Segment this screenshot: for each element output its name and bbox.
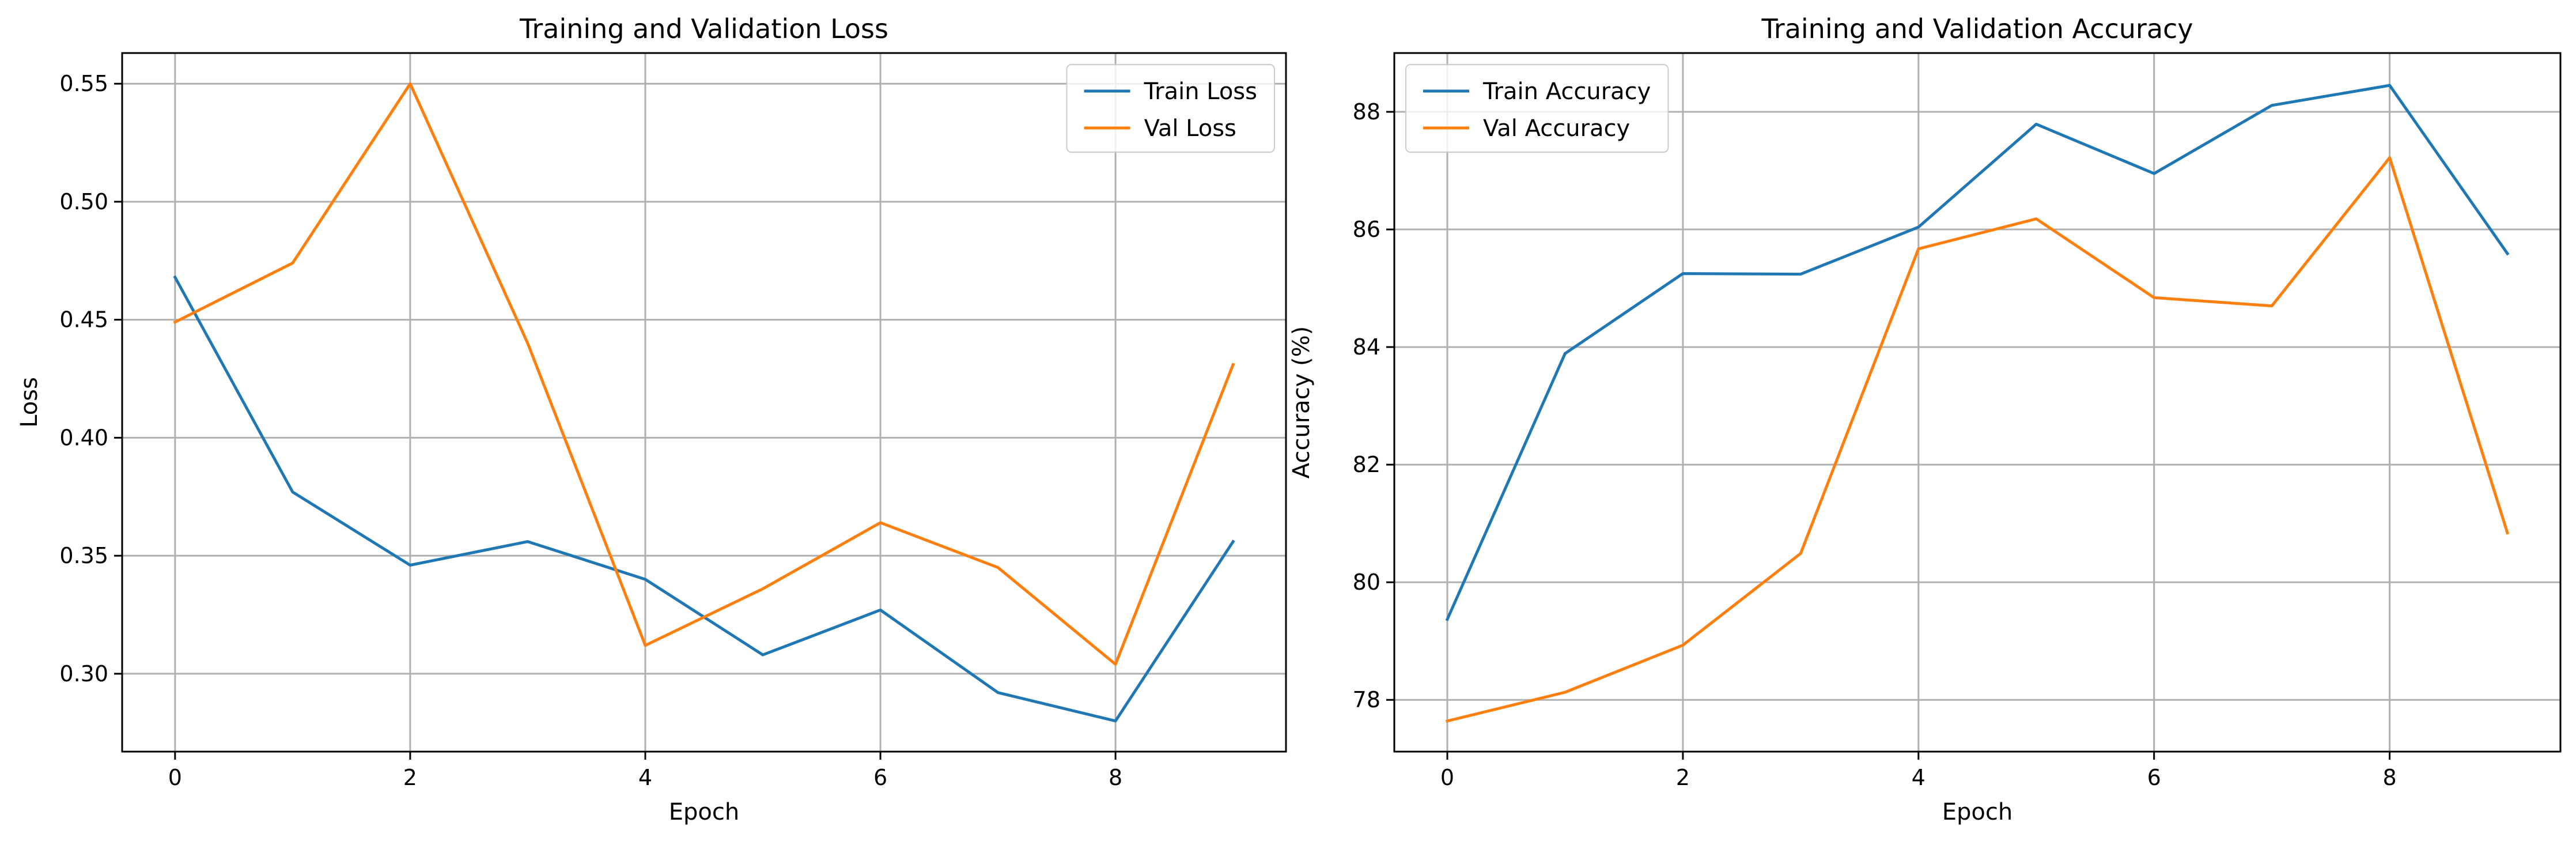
loss-legend-label-train: Train Loss [1144, 78, 1257, 105]
loss-x-tick-label: 8 [1109, 765, 1122, 790]
accuracy-chart: 0 2 4 6 8 78 80 82 84 86 88 Training and Validatio… [1288, 13, 2562, 825]
loss-legend-label-val: Val Loss [1144, 115, 1236, 142]
loss-y-tick-label: 0.50 [59, 189, 108, 214]
accuracy-x-tick-label: 0 [1440, 765, 1454, 790]
loss-x-axis-label: Epoch [669, 799, 739, 825]
accuracy-y-tick-label: 82 [1353, 452, 1380, 477]
loss-chart: 0 2 4 6 8 0.30 0.35 0.40 0.45 0.50 0.55 Training a… [16, 13, 1287, 825]
loss-plot-frame [121, 52, 1287, 753]
accuracy-legend: Train Accuracy Val Accuracy [1405, 64, 1669, 153]
accuracy-chart-title: Training and Validation Accuracy [1761, 13, 2193, 44]
accuracy-legend-label-train: Train Accuracy [1482, 78, 1651, 105]
accuracy-y-tick-label: 80 [1353, 569, 1380, 595]
loss-legend: Train Loss Val Loss [1066, 64, 1275, 153]
loss-y-tick-label: 0.35 [59, 543, 108, 568]
accuracy-y-tick-label: 78 [1353, 687, 1380, 712]
accuracy-y-tick-label: 88 [1353, 99, 1380, 125]
accuracy-legend-label-val: Val Accuracy [1483, 115, 1630, 142]
loss-ticks: 0 2 4 6 8 0.30 0.35 0.40 0.45 0.50 0.55 [59, 71, 1122, 790]
accuracy-y-tick-label: 84 [1353, 334, 1380, 360]
accuracy-series [1445, 84, 2510, 723]
loss-y-tick-label: 0.30 [59, 661, 108, 686]
loss-x-tick-label: 4 [638, 765, 652, 790]
loss-y-tick-label: 0.55 [59, 71, 108, 96]
accuracy-series-line-val [1445, 156, 2510, 723]
loss-y-tick-label: 0.45 [59, 307, 108, 333]
loss-chart-title: Training and Validation Loss [519, 13, 888, 44]
accuracy-ticks: 0 2 4 6 8 78 80 82 84 86 88 [1353, 99, 2397, 790]
accuracy-plot-frame [1393, 52, 2562, 753]
accuracy-x-tick-label: 6 [2147, 765, 2161, 790]
accuracy-legend-box [1405, 64, 1669, 153]
accuracy-x-tick-label: 2 [1676, 765, 1690, 790]
accuracy-x-axis-label: Epoch [1942, 799, 2013, 825]
loss-x-tick-label: 2 [403, 765, 417, 790]
loss-legend-box [1066, 64, 1275, 153]
accuracy-x-tick-label: 4 [1912, 765, 1926, 790]
loss-x-tick-label: 6 [873, 765, 887, 790]
loss-series [173, 82, 1235, 723]
accuracy-x-tick-label: 8 [2382, 765, 2396, 790]
accuracy-y-tick-label: 86 [1353, 217, 1380, 242]
accuracy-series-line-train [1445, 84, 2510, 621]
accuracy-y-axis-label: Accuracy (%) [1288, 326, 1315, 479]
loss-x-tick-label: 0 [168, 765, 182, 790]
loss-series-line-val [173, 82, 1235, 666]
loss-y-axis-label: Loss [16, 377, 43, 428]
accuracy-grid [1394, 53, 2560, 752]
loss-y-tick-label: 0.40 [59, 425, 108, 450]
